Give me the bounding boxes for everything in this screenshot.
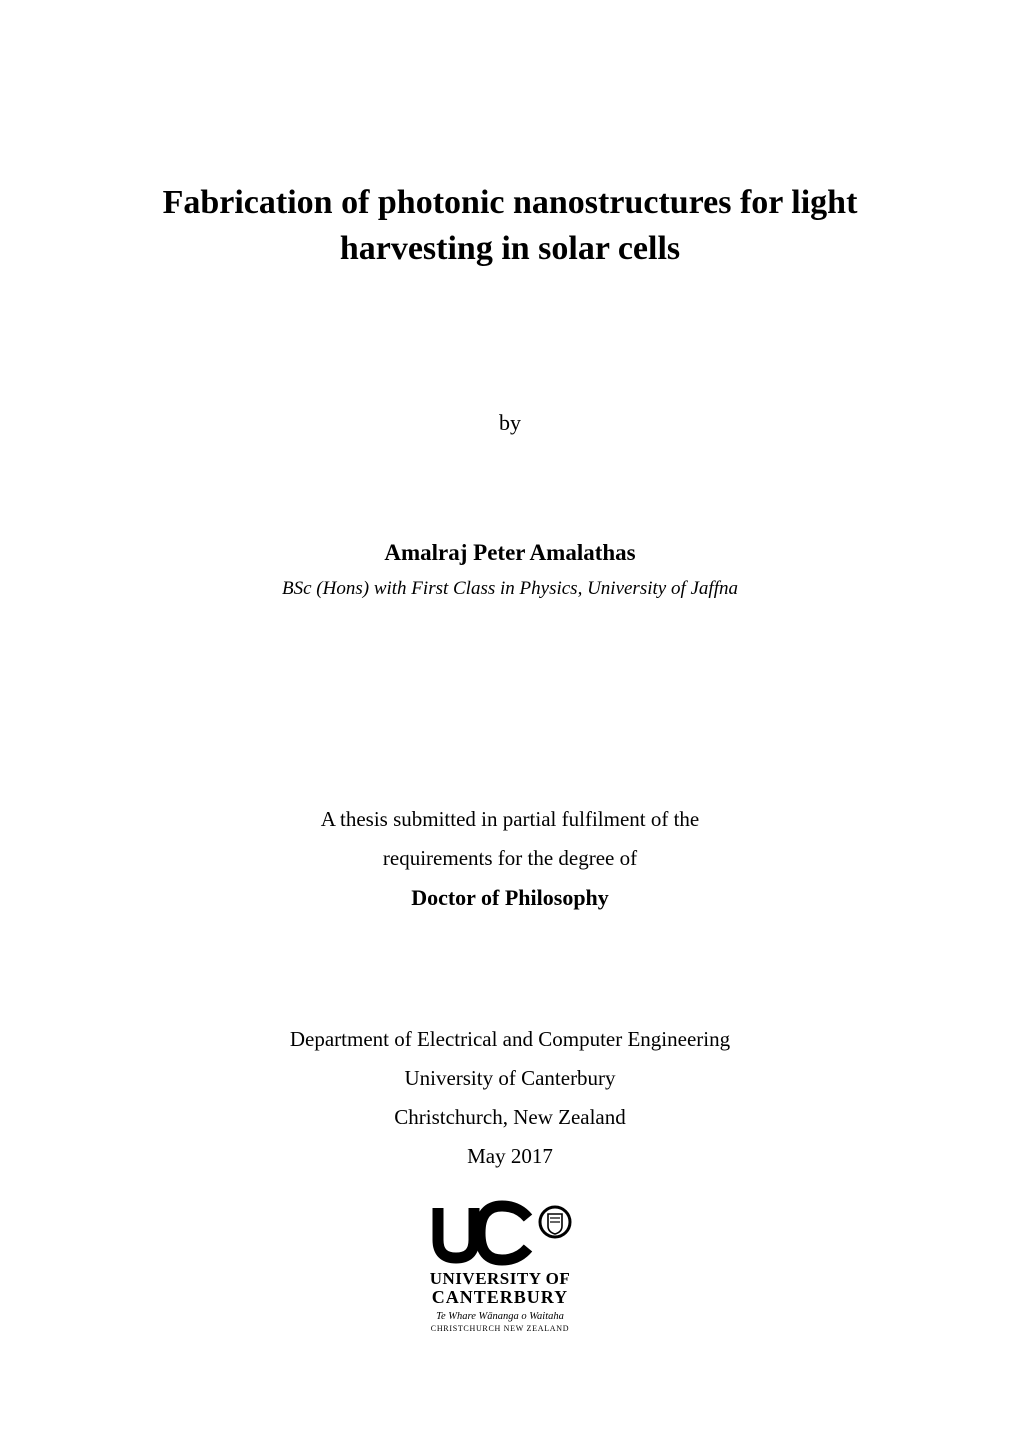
logo-container: UNIVERSITY OF CANTERBURY Te Whare Wānang… xyxy=(0,1200,1020,1350)
author-qualification: BSc (Hons) with First Class in Physics, … xyxy=(0,578,1020,600)
department: Department of Electrical and Computer En… xyxy=(290,1027,730,1051)
author-name: Amalraj Peter Amalathas xyxy=(0,540,1020,566)
by-label: by xyxy=(0,410,1020,436)
university-logo: UNIVERSITY OF CANTERBURY Te Whare Wānang… xyxy=(410,1200,610,1350)
logo-monogram xyxy=(438,1206,570,1260)
title-line-1: Fabrication of photonic nanostructures f… xyxy=(163,184,858,221)
location: Christchurch, New Zealand xyxy=(394,1105,626,1129)
submission-block: A thesis submitted in partial fulfilment… xyxy=(0,800,1020,918)
title-line-2: harvesting in solar cells xyxy=(340,230,680,267)
degree-name: Doctor of Philosophy xyxy=(411,885,609,910)
logo-line-2: CANTERBURY xyxy=(432,1287,568,1307)
logo-subline-2: CHRISTCHURCH NEW ZEALAND xyxy=(431,1324,569,1333)
thesis-title-page: Fabrication of photonic nanostructures f… xyxy=(0,0,1020,1442)
logo-line-1: UNIVERSITY OF xyxy=(430,1269,570,1288)
submission-line-1: A thesis submitted in partial fulfilment… xyxy=(321,807,700,831)
thesis-title: Fabrication of photonic nanostructures f… xyxy=(0,180,1020,272)
logo-subline-1: Te Whare Wānanga o Waitaha xyxy=(436,1311,564,1322)
date: May 2017 xyxy=(467,1144,553,1168)
affiliation-block: Department of Electrical and Computer En… xyxy=(0,1020,1020,1175)
submission-line-2: requirements for the degree of xyxy=(383,846,637,870)
university: University of Canterbury xyxy=(404,1066,615,1090)
